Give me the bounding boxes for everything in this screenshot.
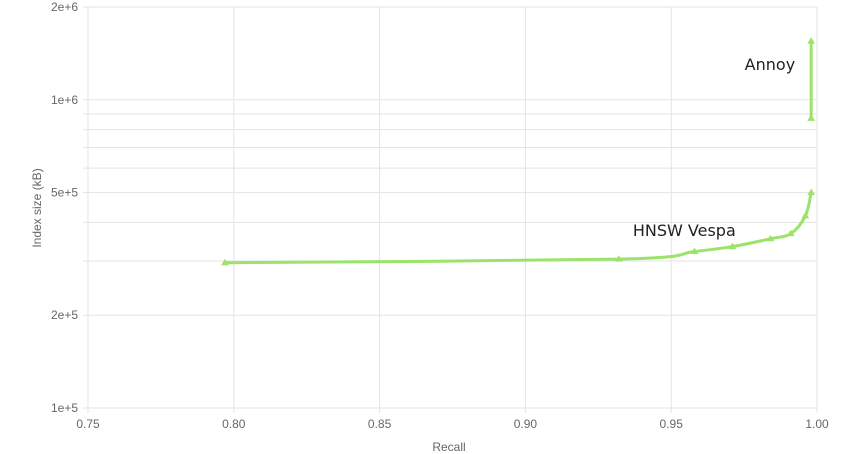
x-tick-label: 0.85 [368,417,392,431]
grid [83,6,818,413]
data-point [221,258,229,266]
tick-labels: 0.75 0.80 0.85 0.90 0.95 1.00 2e+6 1e+6 5e+5 2e+5… [51,0,829,431]
x-tick-label: 0.80 [222,417,246,431]
data-point [786,229,795,237]
y-tick-label: 1e+5 [51,401,78,415]
data-point [807,188,816,196]
y-tick-label: 5e+5 [51,186,78,200]
x-axis-title: Recall [432,440,465,454]
data-point [801,211,810,219]
series-label: Annoy [745,55,795,74]
y-axis-title: Index size (kB) [30,168,44,247]
x-tick-label: 0.90 [514,417,538,431]
x-tick-label: 0.95 [660,417,684,431]
y-tick-label: 1e+6 [51,93,78,107]
data-point [807,114,816,121]
data-point [690,247,699,254]
series-lines [221,37,816,266]
x-tick-label: 0.75 [76,417,100,431]
data-point [807,37,816,44]
data-point [766,234,775,242]
y-tick-label: 2e+6 [51,0,78,14]
series-line-hnsw-vespa [223,191,813,265]
x-tick-label: 1.00 [805,417,829,431]
series-labels: HNSW Vespa Annoy [633,55,795,240]
data-point [614,255,623,262]
series-label: HNSW Vespa [633,221,736,240]
y-tick-label: 2e+5 [51,308,78,322]
data-point [728,242,737,250]
